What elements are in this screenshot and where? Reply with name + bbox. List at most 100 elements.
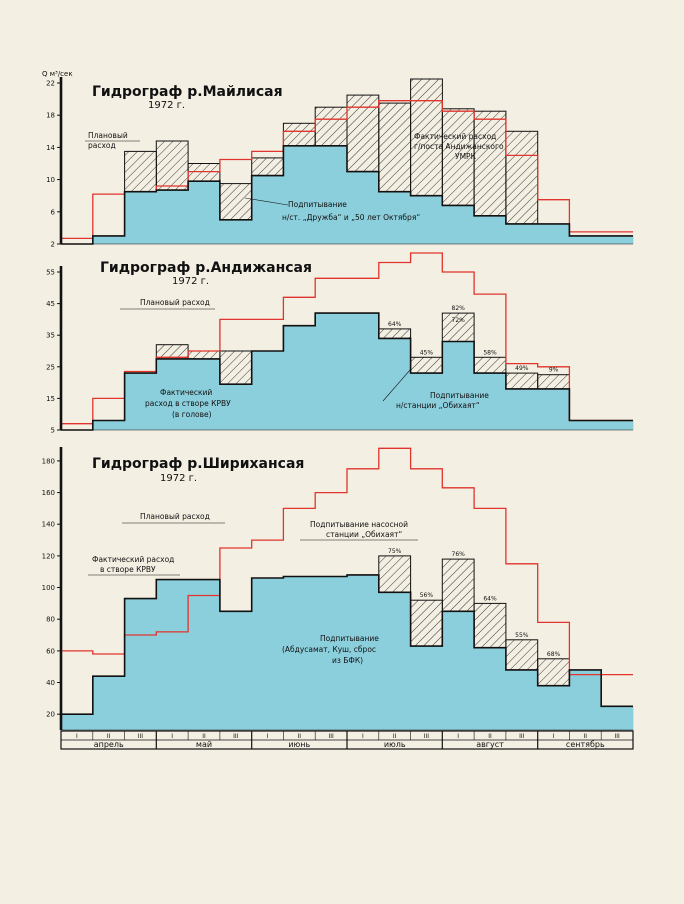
svg-text:Плановый расход: Плановый расход [140, 298, 210, 307]
feeding-segment [219, 350, 253, 385]
actual-bar [347, 574, 380, 730]
feeding-segment [473, 356, 507, 374]
decade-label: II [202, 733, 206, 740]
actual-bar [474, 215, 507, 244]
svg-text:Фактический: Фактический [160, 388, 212, 397]
actual-flow-line [61, 145, 633, 245]
actual-bar [537, 223, 570, 244]
y-tick-label: 10 [46, 176, 55, 184]
actual-bar [251, 578, 284, 730]
actual-bar [505, 669, 539, 730]
actual-bar [474, 647, 507, 730]
planned-step-line [61, 100, 633, 240]
chart-year: 1972 г. [160, 473, 197, 484]
svg-text:Подпитывание: Подпитывание [288, 200, 347, 209]
feeding-segment [251, 157, 284, 177]
decade-label: II [488, 733, 492, 740]
decade-label: I [362, 733, 364, 740]
actual-bar [347, 313, 380, 430]
percent-label: 9% [549, 367, 559, 374]
actual-step-line [61, 574, 633, 715]
planned-step-line [61, 447, 633, 676]
chart-maylisay: 2 6 10 14 18 22 Q м³/сек Гидрограф р.Майлисая… [42, 70, 634, 249]
feeding-segment [441, 558, 475, 612]
decade-label: II [393, 733, 397, 740]
actual-bar [601, 235, 634, 244]
svg-text:(Абдусамат, Куш, сброс: (Абдусамат, Куш, сброс [282, 645, 376, 654]
feeding-segment [219, 183, 253, 221]
actual-bar [569, 669, 602, 730]
decade-label: III [328, 733, 334, 740]
decade-label: III [614, 733, 620, 740]
percent-label: 76% [452, 551, 466, 558]
actual-bar [505, 223, 539, 244]
actual-bar [283, 145, 316, 244]
y-tick-label: 40 [46, 679, 55, 687]
actual-bar [251, 175, 284, 244]
svg-text:Фактический расход: Фактический расход [414, 132, 496, 141]
percent-label: 45% [420, 349, 434, 356]
actual-step-line [61, 145, 633, 245]
actual-bar [219, 611, 253, 730]
actual-bar [156, 190, 189, 244]
actual-bar [601, 706, 634, 730]
decade-label: III [138, 733, 144, 740]
y-tick-label: 45 [46, 300, 55, 308]
y-axis: 5 15 25 35 45 55 [46, 266, 633, 435]
percent-label: 64% [483, 595, 497, 602]
actual-bar [283, 325, 316, 430]
y-axis: 2 6 10 14 18 22 [46, 77, 633, 249]
actual-bar [474, 373, 507, 430]
actual-bar [283, 576, 316, 730]
feeding-segment [441, 108, 475, 206]
svg-text:Подпитывание насосной: Подпитывание насосной [310, 520, 408, 529]
actual-bar [251, 351, 284, 430]
decade-label: I [171, 733, 173, 740]
y-tick-label: 6 [51, 208, 56, 216]
feeding-segment [314, 106, 348, 147]
actual-bar [569, 235, 602, 244]
actual-bar [410, 373, 443, 430]
note-actual: Фактический расход в створе КРВУ (в голо… [145, 388, 231, 419]
svg-text:Подпитывание: Подпитывание [320, 634, 379, 643]
feeding-hatch [155, 312, 571, 390]
percent-label: 64% [388, 321, 402, 328]
actual-bar [347, 171, 380, 244]
chart-title: Гидрограф р.Андижансая [100, 260, 312, 276]
feeding-segment [155, 140, 189, 191]
decade-label: III [424, 733, 430, 740]
svg-text:из БФК): из БФК) [332, 656, 363, 665]
feeding-segment [410, 599, 443, 647]
feeding-segment [282, 122, 316, 147]
note-pump: Подпитывание насосной станции „Обихаят“ [300, 520, 418, 541]
feeding-segment [378, 328, 412, 339]
svg-text:(в голове): (в голове) [172, 410, 212, 419]
percent-label: 49% [515, 365, 529, 372]
y-tick-label: 20 [46, 711, 55, 719]
actual-bar [505, 388, 539, 430]
month-label: август [476, 740, 504, 749]
actual-bar [188, 181, 221, 244]
chart-year: 1972 г. [148, 100, 185, 111]
y-tick-label: 55 [46, 269, 55, 277]
feeding-segment [505, 372, 539, 390]
svg-text:н/станции „Обихаят“: н/станции „Обихаят“ [396, 401, 480, 410]
month-label: сентябрь [566, 740, 605, 749]
y-tick-label: 35 [46, 332, 55, 340]
feeding-segment [473, 602, 507, 649]
percent-label: 75% [388, 548, 402, 555]
y-tick-label: 120 [42, 552, 55, 560]
chart-year: 1972 г. [172, 276, 209, 287]
decade-label: II [298, 733, 302, 740]
svg-text:Плановый: Плановый [88, 131, 128, 140]
percent-labels: 75% 56% 76% 64% 55% 68% [388, 548, 561, 658]
percent-label: 72% [452, 317, 466, 324]
month-label: июль [384, 740, 406, 749]
actual-bar [378, 592, 411, 730]
actual-bar [188, 579, 221, 730]
actual-bar [569, 420, 602, 430]
y-tick-label: 80 [46, 616, 55, 624]
svg-text:н/ст. „Дружба“ и „50 лет Октяб: н/ст. „Дружба“ и „50 лет Октября“ [282, 213, 420, 222]
actual-bar [315, 145, 348, 244]
